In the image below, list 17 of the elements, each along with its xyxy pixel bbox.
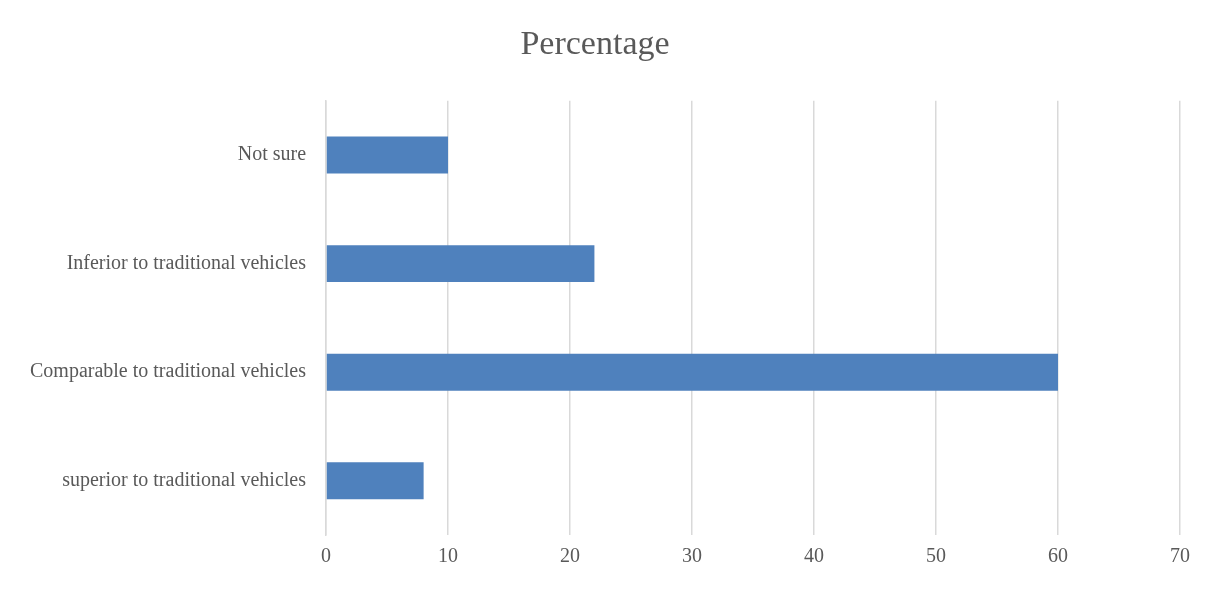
x-tick-label: 0 <box>321 544 332 567</box>
x-tick-label: 40 <box>804 544 825 567</box>
y-tick-label: Not sure <box>237 142 307 165</box>
bar <box>326 245 595 283</box>
y-tick-label: Comparable to traditional vehicles <box>29 359 307 383</box>
bar <box>326 136 449 174</box>
x-tick-label: 50 <box>926 544 947 567</box>
y-tick-label: Inferior to traditional vehicles <box>66 250 307 273</box>
bar <box>326 462 424 500</box>
x-tick-label: 30 <box>682 544 703 567</box>
x-tick-label: 70 <box>1170 544 1190 567</box>
x-tick-label: 60 <box>1048 544 1068 567</box>
chart-title: Percentage <box>520 24 670 62</box>
y-tick-label: superior to traditional vehicles <box>62 467 307 491</box>
x-tick-label: 10 <box>438 544 459 567</box>
bar <box>326 353 1058 391</box>
x-tick-label: 20 <box>560 544 581 567</box>
